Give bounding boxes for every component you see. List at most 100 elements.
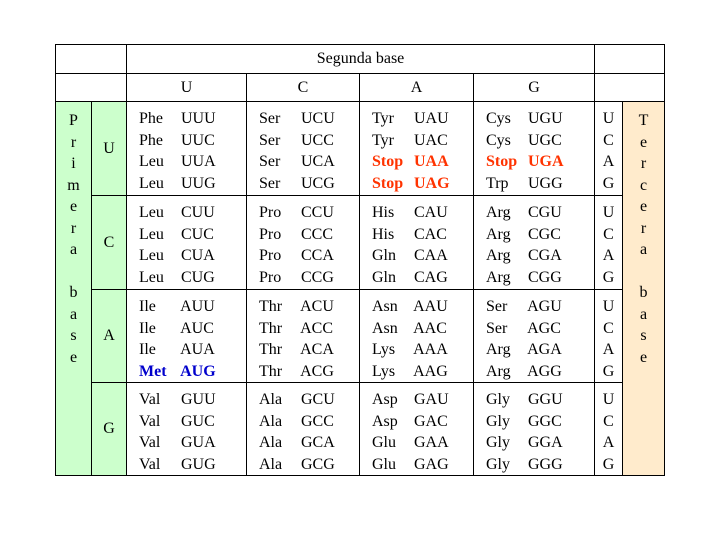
- codon-entry: Stop UAA: [372, 151, 473, 173]
- amino-acid: Ala: [259, 391, 283, 408]
- amino-acid: Tyr: [372, 110, 394, 127]
- codon: AGG: [527, 362, 562, 380]
- codon-entry: Asn AAU: [372, 296, 473, 318]
- amino-acid: Ile: [139, 298, 156, 315]
- amino-acid: Pro: [259, 204, 282, 221]
- codon-entry: Asn AAC: [372, 318, 473, 340]
- blank-header-left: [55, 44, 127, 74]
- codon-entry: Ala GCG: [259, 454, 359, 476]
- amino-acid: Phe: [139, 110, 163, 127]
- amino-acid: Phe: [139, 131, 163, 149]
- codon: AUA: [180, 341, 215, 358]
- third-base-letter: C: [603, 225, 614, 243]
- codon: GGG: [528, 455, 563, 473]
- codon-cell: Ser AGU Ser AGC Arg AGA Arg AGG: [473, 289, 595, 383]
- amino-acid: Lys: [372, 362, 396, 380]
- amino-acid: Stop: [372, 174, 404, 192]
- first-base-a: A: [91, 289, 127, 383]
- codon-entry: Tyr UAU: [372, 108, 473, 130]
- codon: GUU: [181, 391, 216, 408]
- first-base-c: C: [91, 195, 127, 290]
- codon-entry: Ser AGC: [486, 318, 594, 340]
- codon: CAU: [414, 204, 448, 221]
- codon: AUG: [180, 362, 216, 380]
- codon: UUU: [181, 110, 216, 127]
- amino-acid: Gly: [486, 391, 510, 408]
- codon-entry: Pro CCC: [259, 224, 359, 246]
- codon-entry: Arg CGC: [486, 224, 594, 246]
- codon-entry: Phe UUU: [139, 108, 246, 130]
- codon: GGA: [528, 434, 563, 451]
- amino-acid: Lys: [372, 341, 396, 358]
- amino-acid: Pro: [259, 268, 282, 286]
- amino-acid: Ala: [259, 412, 283, 430]
- third-base-letter: U: [602, 298, 615, 315]
- amino-acid: Met: [139, 362, 167, 380]
- codon-entry: Ser UCC: [259, 130, 359, 152]
- codon-entry: Gln CAG: [372, 267, 473, 289]
- codon: GCU: [301, 391, 335, 408]
- codon: GUA: [181, 434, 216, 451]
- first-base-g: G: [91, 382, 127, 476]
- codon: ACC: [300, 319, 334, 337]
- codon-cell: Leu CUU Leu CUC Leu CUA Leu CUG: [126, 195, 247, 290]
- codon: UGG: [528, 174, 563, 192]
- codon-entry: Val GUA: [139, 432, 246, 454]
- codon-entry: Met AUG: [139, 361, 246, 383]
- amino-acid: Stop: [372, 153, 404, 170]
- codon-entry: Ala GCC: [259, 411, 359, 433]
- codon: GGU: [528, 391, 563, 408]
- codon-entry: Arg CGU: [486, 202, 594, 224]
- blank-header-right-2: [594, 73, 665, 102]
- codon: CAG: [414, 268, 448, 286]
- codon-entry: Arg CGA: [486, 245, 594, 267]
- codon-entry: Leu UUG: [139, 173, 246, 195]
- codon-entry: Val GUU: [139, 389, 246, 411]
- amino-acid: Leu: [139, 153, 164, 170]
- amino-acid: Arg: [486, 225, 511, 243]
- codon-entry: Thr ACC: [259, 318, 359, 340]
- codon-entry: Pro CCU: [259, 202, 359, 224]
- codon-entry: Thr ACU: [259, 296, 359, 318]
- third-base-letter: C: [603, 319, 614, 337]
- third-base-letter: A: [602, 434, 615, 451]
- codon-entry: Pro CCG: [259, 267, 359, 289]
- codon: UGA: [528, 153, 564, 170]
- codon-entry: Lys AAA: [372, 339, 473, 361]
- third-base-letter: U: [602, 391, 615, 408]
- third-base-letter: G: [602, 174, 615, 192]
- codon-entry: Ile AUC: [139, 318, 246, 340]
- codon-entry: Leu CUC: [139, 224, 246, 246]
- codon-entry: Thr ACG: [259, 361, 359, 383]
- codon-cell: Asn AAU Asn AAC Lys AAA Lys AAG: [359, 289, 474, 383]
- amino-acid: Arg: [486, 204, 511, 221]
- codon-cell: Ala GCU Ala GCC Ala GCA Ala GCG: [246, 382, 360, 476]
- amino-acid: Gly: [486, 412, 510, 430]
- codon-cell: Phe UUU Phe UUC Leu UUA Leu UUG: [126, 101, 247, 196]
- codon-cell: Gly GGU Gly GGC Gly GGA Gly GGG: [473, 382, 595, 476]
- codon: GAG: [414, 455, 449, 473]
- codon: GCG: [301, 455, 335, 473]
- codon-cell: Ser UCU Ser UCC Ser UCA Ser UCG: [246, 101, 360, 196]
- codon: CGC: [528, 225, 561, 243]
- codon-entry: Leu CUG: [139, 267, 246, 289]
- codon-cell: Arg CGU Arg CGC Arg CGA Arg CGG: [473, 195, 595, 290]
- codon: UCA: [301, 153, 335, 170]
- amino-acid: Thr: [259, 341, 283, 358]
- codon-entry: Thr ACA: [259, 339, 359, 361]
- codon-entry: Glu GAA: [372, 432, 473, 454]
- codon: AUU: [180, 298, 215, 315]
- amino-acid: Leu: [139, 225, 164, 243]
- amino-acid: Leu: [139, 268, 164, 286]
- codon-entry: Cys UGC: [486, 130, 594, 152]
- codon-entry: His CAC: [372, 224, 473, 246]
- amino-acid: Val: [139, 455, 161, 473]
- amino-acid: Thr: [259, 298, 283, 315]
- codon: ACG: [300, 362, 334, 380]
- codon: GGC: [528, 412, 562, 430]
- codon-entry: Ile AUU: [139, 296, 246, 318]
- amino-acid: Ser: [259, 153, 281, 170]
- second-base-title: Segunda base: [126, 44, 595, 74]
